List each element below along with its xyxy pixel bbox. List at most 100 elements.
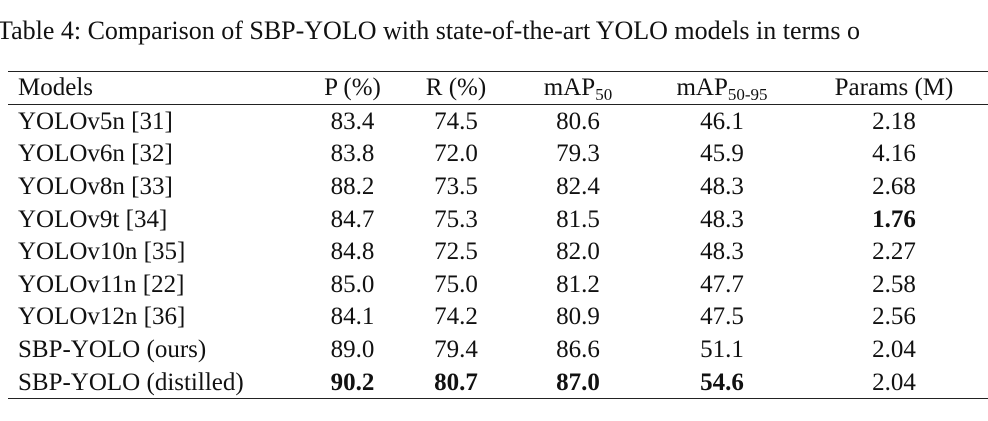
cell-text: 88.2 — [330, 172, 375, 200]
metric-cell: 2.04 — [800, 366, 988, 399]
metric-cell: 74.2 — [400, 301, 512, 334]
metric-cell: 72.5 — [400, 235, 512, 268]
metric-cell: 72.0 — [400, 138, 512, 171]
cell-text: 1.76 — [872, 205, 916, 233]
cell-text: 4.16 — [872, 140, 916, 168]
cell-text: 51.1 — [700, 335, 744, 363]
cell-text: 80.7 — [434, 368, 478, 396]
metric-cell: 48.3 — [644, 235, 800, 268]
metric-cell: 47.5 — [644, 301, 800, 334]
metric-cell: 80.9 — [512, 301, 644, 334]
metric-cell: 74.5 — [400, 105, 512, 138]
cell-text: 87.0 — [556, 368, 600, 396]
model-name: YOLOv12n [36] — [8, 301, 305, 334]
cell-text: 73.5 — [434, 172, 478, 200]
metric-cell: 48.3 — [644, 203, 800, 236]
cell-text: 84.7 — [330, 205, 375, 233]
cell-text: YOLOv8n [33] — [18, 172, 173, 200]
table-row: YOLOv12n [36] 84.1 74.2 80.9 47.5 2.56 — [8, 301, 988, 334]
metric-cell: 2.27 — [800, 235, 988, 268]
metric-cell: 83.8 — [305, 138, 400, 171]
metric-cell: 48.3 — [644, 170, 800, 203]
cell-text: 75.0 — [434, 270, 478, 298]
header-text: R (%) — [425, 74, 487, 101]
metric-cell: 80.7 — [400, 366, 512, 399]
header-text: Params (M) — [834, 74, 954, 101]
table-row: YOLOv9t [34] 84.7 75.3 81.5 48.3 1.76 — [8, 203, 988, 236]
metric-cell: 89.0 — [305, 333, 400, 366]
cell-text: 79.3 — [556, 140, 600, 168]
metric-cell: 81.5 — [512, 203, 644, 236]
metric-cell: 85.0 — [305, 268, 400, 301]
header-cell: mAP50 — [512, 72, 644, 105]
cell-text: 72.0 — [434, 140, 478, 168]
model-name: SBP-YOLO (distilled) — [8, 366, 305, 399]
cell-text: 74.2 — [434, 303, 478, 331]
header-row: Models P (%) R (%) mAP50 mAP50-95 Params (M) — [8, 71, 988, 105]
metric-cell: 4.16 — [800, 138, 988, 171]
table-caption: Table 4: Comparison of SBP-YOLO with sta… — [0, 16, 861, 45]
metric-cell: 73.5 — [400, 170, 512, 203]
header-cell: R (%) — [400, 72, 512, 105]
cell-text: 2.18 — [872, 107, 916, 135]
metric-cell: 54.6 — [644, 366, 800, 399]
cell-text: 48.3 — [700, 238, 744, 266]
cell-text: 47.5 — [700, 303, 744, 331]
table-row: YOLOv11n [22] 85.0 75.0 81.2 47.7 2.58 — [8, 268, 988, 301]
metric-cell: 2.04 — [800, 333, 988, 366]
metric-cell: 90.2 — [305, 366, 400, 399]
cell-text: YOLOv10n [35] — [18, 238, 186, 266]
cell-text: 75.3 — [434, 205, 478, 233]
model-name: YOLOv5n [31] — [8, 105, 305, 138]
header-cell: P (%) — [305, 72, 400, 105]
metric-cell: 81.2 — [512, 268, 644, 301]
metric-cell: 87.0 — [512, 366, 644, 399]
metric-cell: 1.76 — [800, 203, 988, 236]
metric-cell: 47.7 — [644, 268, 800, 301]
cell-text: 46.1 — [700, 107, 744, 135]
cell-text: 79.4 — [434, 335, 478, 363]
header-text: P (%) — [324, 74, 381, 101]
cell-text: 48.3 — [700, 205, 744, 233]
cell-text: 2.56 — [872, 303, 916, 331]
table-row: YOLOv6n [32] 83.8 72.0 79.3 45.9 4.16 — [8, 138, 988, 171]
cell-text: 45.9 — [700, 140, 744, 168]
cell-text: 82.4 — [556, 172, 600, 200]
metric-cell: 46.1 — [644, 105, 800, 138]
cell-text: 83.4 — [330, 107, 375, 135]
cell-text: YOLOv11n [22] — [18, 270, 185, 298]
cell-text: SBP-YOLO (ours) — [18, 335, 207, 363]
metric-cell: 51.1 — [644, 333, 800, 366]
model-name: YOLOv6n [32] — [8, 138, 305, 171]
header-cell: Params (M) — [800, 72, 988, 105]
metric-cell: 83.4 — [305, 105, 400, 138]
cell-text: 84.1 — [330, 303, 375, 331]
cell-text: SBP-YOLO (distilled) — [18, 368, 244, 396]
cell-text: 81.2 — [556, 270, 600, 298]
cell-text: 81.5 — [556, 205, 600, 233]
header-text: mAP — [676, 74, 728, 101]
cell-text: 85.0 — [330, 270, 375, 298]
cell-text: 72.5 — [434, 238, 478, 266]
cell-text: 2.58 — [872, 270, 916, 298]
cell-text: 74.5 — [434, 107, 478, 135]
table-row: SBP-YOLO (distilled) 90.2 80.7 87.0 54.6 2.04 — [8, 366, 988, 399]
cell-text: 90.2 — [330, 368, 375, 396]
metric-cell: 2.56 — [800, 301, 988, 334]
cell-text: YOLOv5n [31] — [18, 107, 173, 135]
cell-text: 80.6 — [556, 107, 600, 135]
cell-text: 54.6 — [700, 368, 744, 396]
header-text: mAP — [543, 74, 596, 101]
table-row: YOLOv5n [31] 83.4 74.5 80.6 46.1 2.18 — [8, 105, 988, 138]
metric-cell: 2.18 — [800, 105, 988, 138]
cell-text: 84.8 — [330, 238, 375, 266]
cell-text: 2.68 — [872, 172, 916, 200]
header-cell: Models — [8, 72, 305, 105]
metric-cell: 80.6 — [512, 105, 644, 138]
metric-cell: 82.0 — [512, 235, 644, 268]
metric-cell: 79.4 — [400, 333, 512, 366]
table-body: YOLOv5n [31] 83.4 74.5 80.6 46.1 2.18 YOLOv6n … — [8, 105, 988, 399]
metric-cell: 45.9 — [644, 138, 800, 171]
metric-cell: 84.7 — [305, 203, 400, 236]
